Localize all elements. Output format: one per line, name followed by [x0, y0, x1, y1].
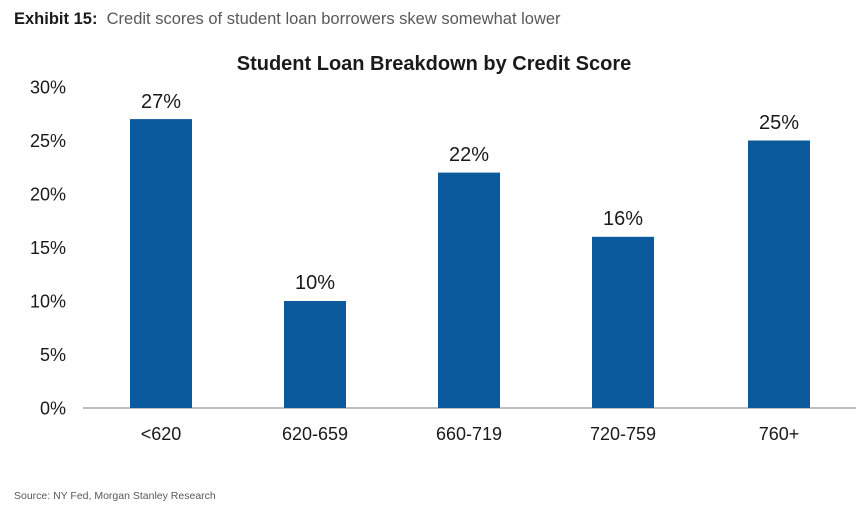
svg-text:10%: 10% [295, 272, 335, 294]
svg-text:20%: 20% [30, 185, 66, 205]
svg-text:660-719: 660-719 [436, 424, 502, 444]
svg-text:<620: <620 [141, 424, 182, 444]
svg-text:720-759: 720-759 [590, 424, 656, 444]
svg-text:16%: 16% [603, 208, 643, 230]
svg-text:30%: 30% [30, 78, 66, 98]
svg-text:760+: 760+ [759, 424, 800, 444]
svg-text:0%: 0% [40, 399, 66, 419]
svg-text:620-659: 620-659 [282, 424, 348, 444]
svg-text:25%: 25% [30, 131, 66, 151]
svg-text:22%: 22% [449, 144, 489, 166]
svg-text:27%: 27% [141, 91, 181, 113]
svg-text:15%: 15% [30, 238, 66, 258]
svg-text:5%: 5% [40, 345, 66, 365]
svg-text:10%: 10% [30, 292, 66, 312]
svg-text:25%: 25% [759, 112, 799, 134]
